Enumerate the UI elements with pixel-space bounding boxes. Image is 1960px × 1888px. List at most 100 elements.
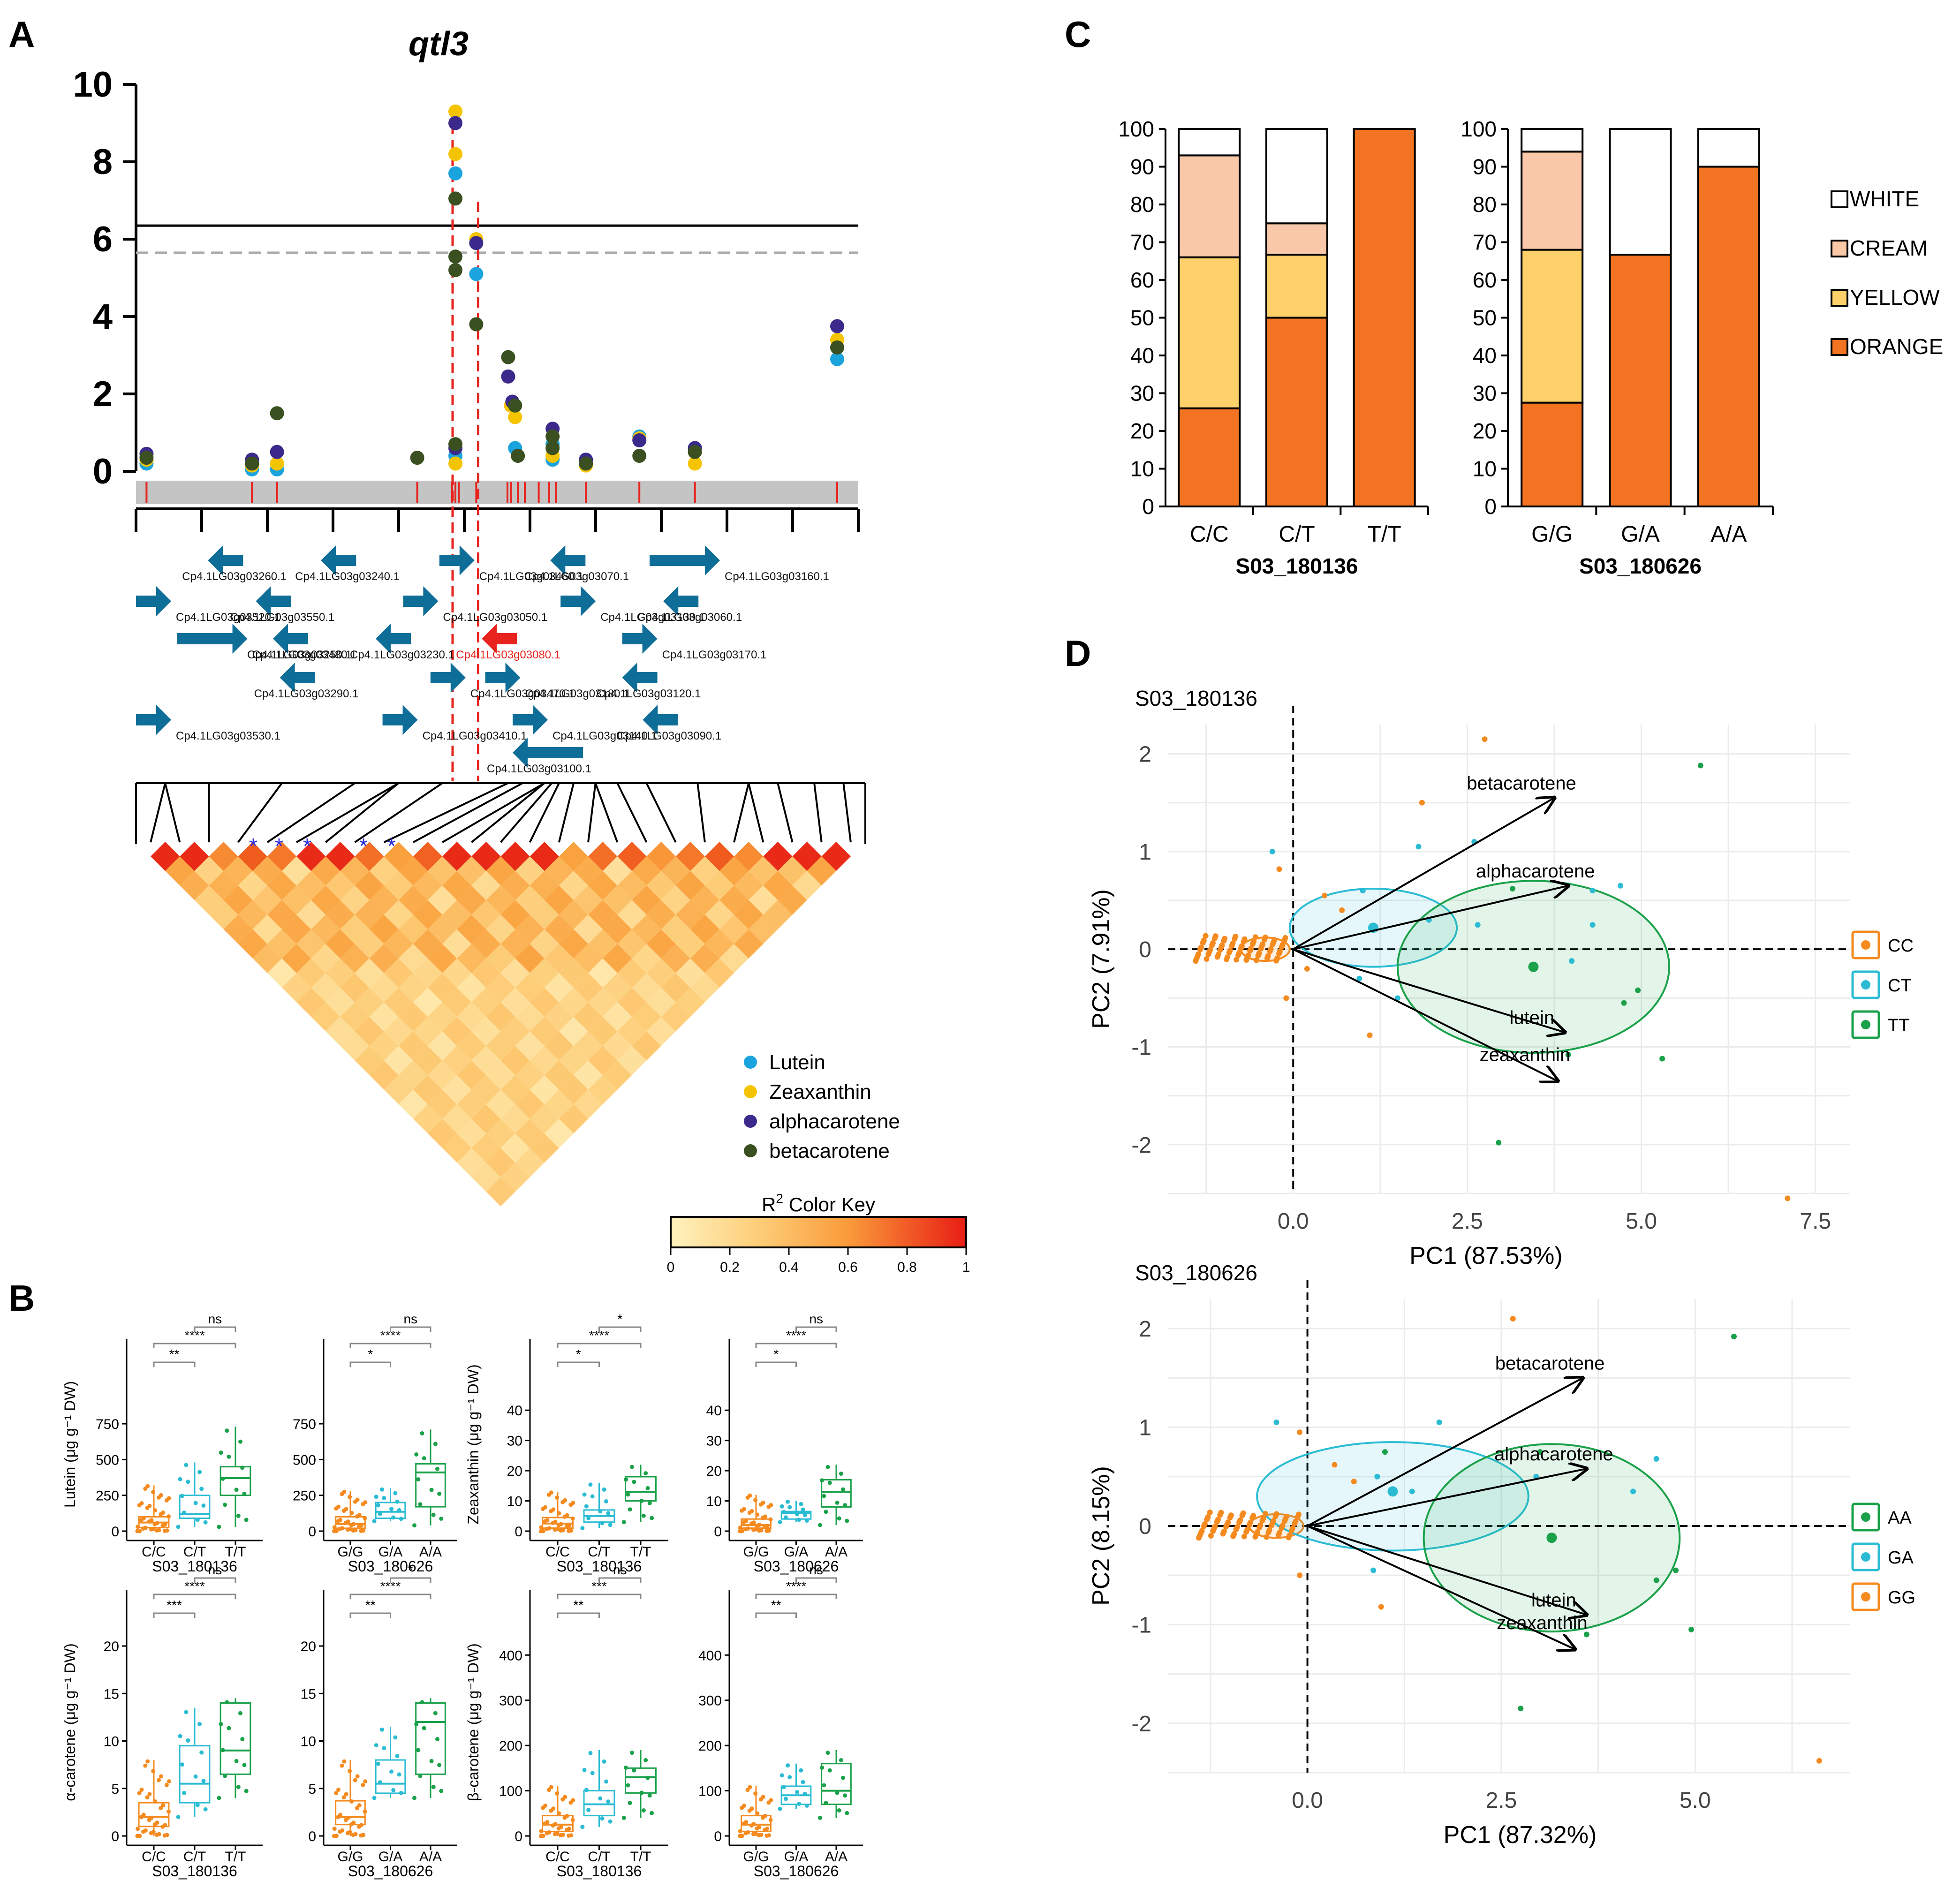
box-point xyxy=(839,1472,843,1476)
pca-arrow-label: betacarotene xyxy=(1495,1353,1605,1374)
box-point xyxy=(600,1521,605,1526)
ld-cell xyxy=(384,1075,413,1104)
gene-label: Cp4.1LG03g03230.1 xyxy=(350,649,454,661)
box-point xyxy=(626,1783,630,1788)
box-point xyxy=(632,1480,636,1484)
box-point xyxy=(238,1711,243,1715)
box-y-tick-label: 100 xyxy=(499,1784,522,1799)
box-y-tick-label: 10 xyxy=(104,1734,119,1750)
point-beta xyxy=(270,406,284,421)
pca-point-cc xyxy=(1322,892,1328,899)
pca-panel: S03_180136 -2 -1 0 1 2 0.0 2.5 5.0 7.5 PC1 (87.53%… xyxy=(1088,686,1915,1849)
y-tick-label: 4 xyxy=(93,297,113,337)
ld-cell xyxy=(574,1089,603,1119)
point-lutein xyxy=(448,166,462,181)
box-point xyxy=(416,1748,421,1752)
point-beta xyxy=(511,449,525,463)
pca-point-cc xyxy=(1276,951,1282,957)
legend-swatch-zeaxanthin xyxy=(744,1085,757,1098)
box-point xyxy=(590,1771,595,1775)
box-x-label: S03_180136 xyxy=(152,1558,237,1575)
ld-cell xyxy=(632,1031,661,1061)
ld-cell xyxy=(544,914,574,944)
bar-y-tick-label: 30 xyxy=(1130,381,1154,406)
box-point xyxy=(157,1528,161,1533)
box-point xyxy=(801,1780,805,1784)
bar-segment-white xyxy=(1521,128,1584,153)
box-y-tick-label: 250 xyxy=(293,1488,316,1504)
box-point xyxy=(781,1510,786,1514)
pca-y-tick-label: 1 xyxy=(1139,1416,1151,1441)
box-point xyxy=(153,1508,158,1513)
box-point xyxy=(647,1501,652,1505)
box-point xyxy=(240,1465,245,1470)
ld-cell xyxy=(428,885,457,915)
ld-cell xyxy=(457,1031,486,1061)
pca-point-tt xyxy=(1688,1626,1695,1632)
box-point xyxy=(755,1512,760,1517)
box-point xyxy=(565,1813,569,1818)
ld-cell xyxy=(792,842,822,871)
box-point xyxy=(598,1509,603,1514)
ld-connector xyxy=(777,783,794,843)
box-point xyxy=(748,1493,752,1498)
box-point xyxy=(141,1812,146,1817)
legend-label: Zeaxanthin xyxy=(769,1080,871,1103)
pca-point-cc xyxy=(1226,950,1232,956)
pca-point-cc xyxy=(1281,1518,1287,1524)
ld-cell xyxy=(369,914,399,944)
ld-cell xyxy=(340,914,370,944)
ld-cell xyxy=(194,856,224,886)
box-point xyxy=(795,1512,800,1517)
box-point xyxy=(768,1517,773,1522)
ld-cell xyxy=(646,1017,676,1046)
box-point xyxy=(563,1795,568,1799)
box-y-label: α-carotene (μg g⁻¹ DW) xyxy=(61,1643,78,1801)
bar-legend-label: CREAM xyxy=(1850,236,1928,260)
box-point xyxy=(825,1465,830,1469)
point-beta xyxy=(448,437,462,452)
pca-loading-arrow xyxy=(1293,948,1565,1032)
ld-connector xyxy=(587,783,597,843)
box-point xyxy=(145,1759,150,1764)
bar-x-tick-label: T/T xyxy=(1368,522,1401,547)
pca-loading-arrow xyxy=(1307,1378,1583,1527)
ld-cell xyxy=(690,973,719,1003)
box-point xyxy=(397,1772,401,1777)
box-point xyxy=(139,1787,144,1792)
box-point xyxy=(186,1480,190,1484)
box-point xyxy=(580,1825,585,1829)
pca-point-cc xyxy=(1252,934,1258,940)
box-y-tick-label: 5 xyxy=(308,1782,316,1797)
ld-cell xyxy=(282,973,311,1003)
box-point xyxy=(137,1529,142,1533)
box-point xyxy=(602,1487,606,1492)
box-point xyxy=(820,1765,825,1770)
gene-arrow xyxy=(513,705,548,735)
box-point xyxy=(193,1774,198,1779)
bar-y-tick-label: 90 xyxy=(1130,155,1154,179)
point-alpha xyxy=(632,433,647,447)
box-point xyxy=(827,1480,832,1485)
pca-point-cc xyxy=(1247,948,1253,954)
pca-loading-arrow xyxy=(1293,886,1568,951)
ld-color-bar xyxy=(670,1216,967,1248)
box-point xyxy=(166,1809,171,1814)
box-point xyxy=(584,1504,589,1509)
ld-cell xyxy=(500,1046,530,1075)
box-point xyxy=(164,1782,169,1787)
ld-cell xyxy=(457,1118,486,1148)
ld-cell xyxy=(515,1148,545,1178)
ld-cell xyxy=(194,885,224,915)
box-y-tick-label: 40 xyxy=(507,1403,522,1419)
ld-star-marker: * xyxy=(275,834,283,858)
sig-bracket xyxy=(349,1361,391,1367)
pca-point-cc xyxy=(1262,936,1268,943)
chromosome-bar xyxy=(136,481,858,504)
box-point xyxy=(227,1726,231,1730)
pca-point-cc xyxy=(1510,1316,1516,1322)
box-point xyxy=(166,1496,171,1501)
pca-point-cc xyxy=(1292,1521,1298,1527)
point-alpha xyxy=(830,319,844,333)
pca-point-cc xyxy=(1378,1604,1384,1610)
